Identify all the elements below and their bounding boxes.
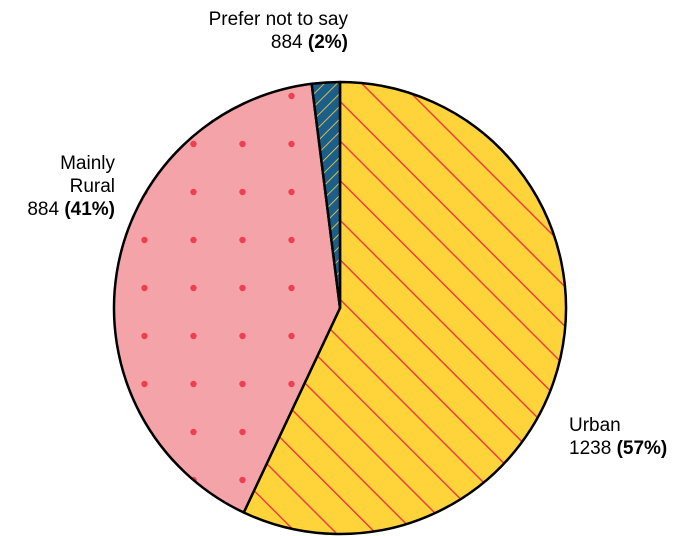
slice-label-mainly-rural: Mainly Rural 884 (41%) [0,152,115,221]
pie-slices [112,80,568,536]
pie-slice-urban [242,80,568,536]
slice-label-name: Prefer not to say [208,9,348,30]
slice-label-value: 884 (2%) [270,32,348,53]
slice-label-name-line-2: Rural [69,176,115,197]
slice-label-value: 1238 (57%) [569,438,668,459]
slice-label-value: 884 (41%) [27,199,115,220]
slice-label-urban: Urban 1238 (57%) [569,414,667,460]
pie-slice-prefer-not-to-say [310,80,342,310]
slice-label-name: Urban [569,415,621,436]
slice-label-name-line-1: Mainly [60,153,115,174]
slice-label-prefer-not-to-say: Prefer not to say 884 (2%) [100,8,348,54]
pie-slice-mainly-rural [112,82,342,514]
